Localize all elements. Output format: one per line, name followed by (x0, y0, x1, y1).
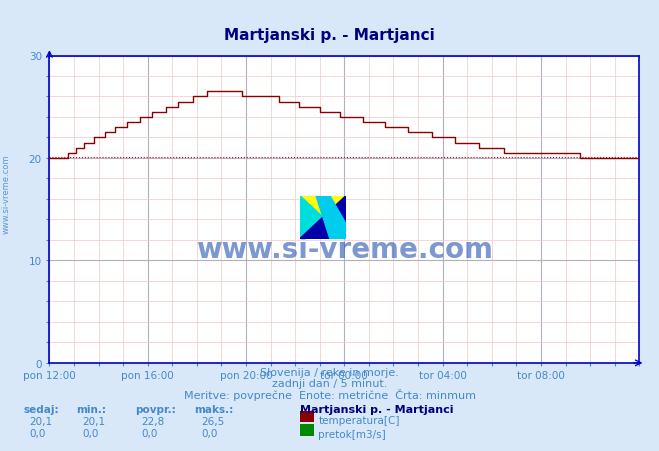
Polygon shape (300, 196, 346, 239)
Text: Martjanski p. - Martjanci: Martjanski p. - Martjanci (224, 28, 435, 43)
Text: Slovenija / reke in morje.: Slovenija / reke in morje. (260, 368, 399, 377)
Text: www.si-vreme.com: www.si-vreme.com (2, 154, 11, 234)
Text: Martjanski p. - Martjanci: Martjanski p. - Martjanci (300, 404, 453, 414)
Text: 26,5: 26,5 (201, 416, 224, 426)
Polygon shape (300, 196, 346, 239)
Text: www.si-vreme.com: www.si-vreme.com (196, 235, 493, 263)
Text: povpr.:: povpr.: (135, 404, 176, 414)
Text: temperatura[C]: temperatura[C] (318, 415, 400, 425)
Text: maks.:: maks.: (194, 404, 234, 414)
Text: 0,0: 0,0 (82, 428, 99, 438)
Text: 20,1: 20,1 (82, 416, 105, 426)
Text: 20,1: 20,1 (30, 416, 53, 426)
Text: sedaj:: sedaj: (23, 404, 59, 414)
Text: zadnji dan / 5 minut.: zadnji dan / 5 minut. (272, 378, 387, 388)
Text: 22,8: 22,8 (142, 416, 165, 426)
Text: 0,0: 0,0 (30, 428, 46, 438)
Text: 0,0: 0,0 (142, 428, 158, 438)
Polygon shape (300, 196, 346, 239)
Polygon shape (316, 196, 346, 239)
Text: min.:: min.: (76, 404, 106, 414)
Text: 0,0: 0,0 (201, 428, 217, 438)
Text: pretok[m3/s]: pretok[m3/s] (318, 429, 386, 439)
Text: Meritve: povprečne  Enote: metrične  Črta: minmum: Meritve: povprečne Enote: metrične Črta:… (183, 388, 476, 400)
